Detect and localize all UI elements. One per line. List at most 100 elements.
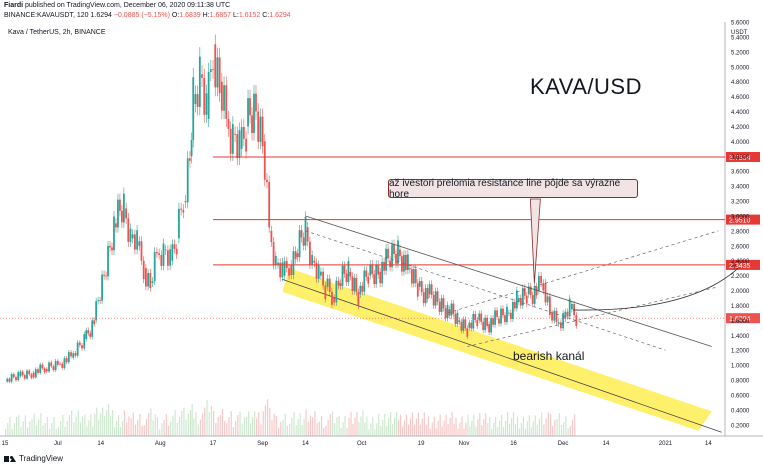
volume-bar xyxy=(441,426,443,436)
candle xyxy=(234,133,236,135)
volume-bar xyxy=(258,412,260,436)
volume-bar xyxy=(100,413,102,436)
volume-bar xyxy=(88,420,90,436)
candle xyxy=(422,292,425,304)
volume-bar xyxy=(277,427,280,436)
candle xyxy=(167,250,169,266)
candle xyxy=(535,286,538,296)
volume-bar xyxy=(293,411,295,436)
volume-bar xyxy=(309,415,312,436)
bearish-channel-band[interactable] xyxy=(282,268,712,431)
candle xyxy=(525,295,528,304)
volume-bar xyxy=(453,423,455,436)
candle xyxy=(205,93,208,115)
volume-bar xyxy=(538,418,541,436)
volume-bar xyxy=(141,425,143,436)
volume-bar xyxy=(565,416,567,436)
volume-bar xyxy=(49,429,51,436)
candle xyxy=(32,372,35,378)
volume-bar xyxy=(102,407,104,436)
volume-bar xyxy=(376,423,378,436)
candle xyxy=(173,244,176,249)
y-tick-label: 4.8000 xyxy=(731,80,750,86)
y-tick-label: 4.4000 xyxy=(731,110,750,116)
candle xyxy=(373,274,376,285)
volume-bar xyxy=(5,429,7,436)
volume-bar xyxy=(224,421,226,436)
candle xyxy=(521,288,524,306)
candle xyxy=(178,208,180,239)
price-label-bg xyxy=(726,259,760,270)
volume-bar xyxy=(451,411,453,436)
candle xyxy=(399,249,401,257)
candle xyxy=(333,298,336,303)
volume-bar xyxy=(541,412,543,436)
candle xyxy=(381,261,384,284)
tradingview-logo[interactable]: TradingView xyxy=(4,454,63,463)
author-name[interactable]: Fiardi xyxy=(4,2,24,9)
volume-bar xyxy=(394,417,396,436)
candle xyxy=(529,286,532,296)
candle xyxy=(566,311,569,317)
candle xyxy=(328,278,331,292)
volume-bar xyxy=(316,423,318,436)
volume-bar xyxy=(154,414,156,436)
volume-bar xyxy=(208,412,210,436)
y-tick-label: 0.4000 xyxy=(731,408,750,414)
candle xyxy=(189,158,191,161)
candle xyxy=(76,342,79,356)
candle xyxy=(147,272,150,287)
volume-bar xyxy=(439,414,441,436)
high-value: 1.6857 xyxy=(209,12,232,19)
candle xyxy=(472,314,475,329)
candle xyxy=(97,300,100,302)
volume-bar xyxy=(243,417,246,436)
candle xyxy=(37,369,39,373)
volume-bar xyxy=(449,417,451,436)
volume-bar xyxy=(501,414,503,436)
volume-bar xyxy=(425,424,427,436)
candle xyxy=(496,310,498,317)
x-tick-label: 14 xyxy=(302,441,309,447)
candle xyxy=(508,312,510,314)
volume-bar xyxy=(33,413,35,436)
candle xyxy=(251,115,253,133)
annotation-title[interactable]: KAVA/USD xyxy=(530,74,642,99)
y-tick-label: 4.0000 xyxy=(731,140,750,146)
candle xyxy=(359,285,362,295)
resistance-trendline[interactable] xyxy=(305,215,712,347)
candle xyxy=(85,330,88,340)
tradingview-icon xyxy=(4,455,16,462)
candle xyxy=(259,116,262,142)
volume-bar xyxy=(128,416,130,436)
candle xyxy=(255,93,257,112)
candle xyxy=(564,311,567,319)
candle xyxy=(480,313,483,322)
volume-bar xyxy=(152,420,154,436)
callout-annotation[interactable]: až ivestori prelomia resistance line pôj… xyxy=(388,178,638,200)
volume-bar xyxy=(295,425,297,436)
volume-bar xyxy=(495,417,497,436)
volume-bar xyxy=(504,420,507,436)
candle xyxy=(220,81,223,111)
candle xyxy=(371,264,374,275)
volume-bar xyxy=(215,423,217,436)
candle xyxy=(454,313,457,324)
volume-bar xyxy=(569,426,571,436)
candle xyxy=(551,312,553,321)
candle xyxy=(214,44,217,88)
y-tick-label: 4.6000 xyxy=(731,95,750,101)
candle xyxy=(315,262,318,279)
candle xyxy=(436,291,439,302)
y-tick-label: 0.8000 xyxy=(731,379,750,385)
volume-bar xyxy=(35,425,38,436)
channel-label[interactable]: bearish kanál xyxy=(513,349,585,363)
candle xyxy=(223,85,225,111)
candle xyxy=(464,319,467,329)
volume-bar xyxy=(206,400,208,436)
projection-curve[interactable] xyxy=(572,267,739,311)
candle xyxy=(498,318,500,324)
volume-bar xyxy=(13,423,16,436)
volume-bar xyxy=(368,429,370,436)
